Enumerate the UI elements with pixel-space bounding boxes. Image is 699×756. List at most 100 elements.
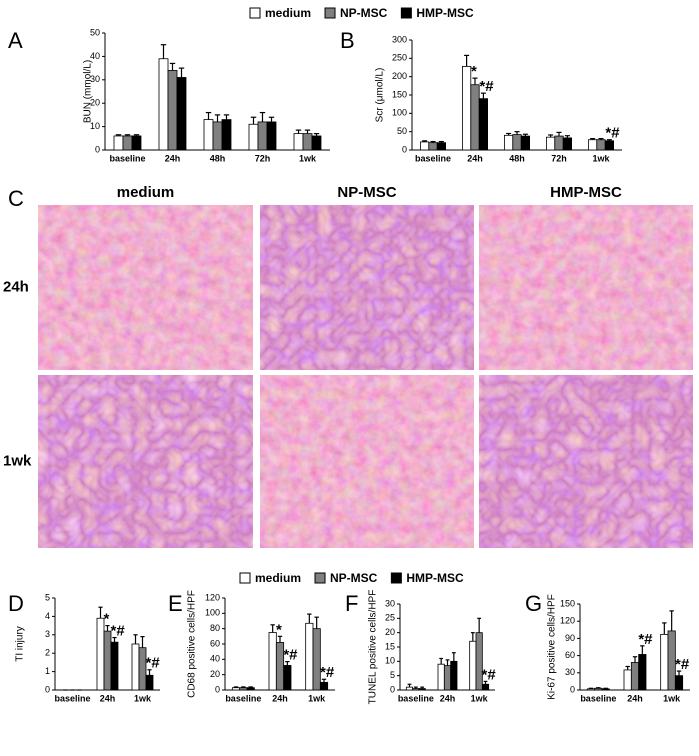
x-tick-label: 1wk (308, 693, 326, 703)
bar (131, 135, 142, 151)
bar (221, 119, 232, 151)
significance-mark: *# (146, 655, 161, 672)
panel-label: F (345, 591, 358, 616)
y-tick-label: 200 (392, 71, 407, 81)
bar (554, 135, 564, 151)
bar (623, 669, 632, 691)
y-tick-label: 150 (560, 598, 575, 608)
legend-label: HMP-MSC (406, 571, 464, 585)
significance-mark: *# (283, 647, 298, 664)
legend-swatch (400, 7, 412, 19)
bar (674, 675, 684, 691)
y-tick-label: 5 (45, 592, 50, 602)
x-tick-label: 1wk (592, 153, 610, 163)
y-tick-label: 0 (215, 684, 220, 694)
bar (266, 121, 277, 151)
y-tick-label: 120 (560, 616, 575, 626)
bar (503, 134, 514, 151)
bar (167, 70, 178, 151)
bar (103, 630, 112, 691)
x-tick-label: 24h (272, 693, 288, 703)
micrograph (38, 205, 253, 370)
x-tick-label: 24h (100, 693, 116, 703)
x-tick-label: 1wk (299, 153, 317, 163)
significance-mark: *# (482, 666, 497, 683)
significance-mark: * (276, 621, 282, 638)
row-label: 24h (3, 278, 29, 295)
x-tick-label: baseline (398, 693, 434, 703)
significance-mark: *# (111, 623, 126, 640)
bar (512, 134, 522, 151)
bar (138, 647, 147, 691)
y-tick-label: 30 (565, 667, 575, 677)
y-axis-title: TUNEL positive cells/HPF (368, 590, 379, 705)
significance-mark: * (471, 63, 477, 80)
micrograph (260, 375, 474, 548)
panel-label: C (8, 186, 24, 211)
bar (203, 119, 214, 151)
row-label: 1wk (3, 452, 32, 469)
x-tick-label: 1wk (663, 693, 681, 703)
x-tick-label: 48h (509, 153, 525, 163)
x-tick-label: 72h (551, 153, 567, 163)
x-tick-label: baseline (415, 153, 451, 163)
bar (437, 663, 445, 691)
y-tick-label: 0 (390, 684, 395, 694)
x-tick-label: baseline (109, 153, 145, 163)
x-tick-label: 48h (210, 153, 226, 163)
y-tick-label: 2 (45, 648, 50, 658)
bar (469, 640, 477, 691)
bar (520, 135, 531, 151)
y-tick-label: 1 (45, 666, 50, 676)
y-tick-label: 60 (210, 638, 220, 648)
bar (461, 66, 472, 151)
bar (546, 136, 556, 151)
bar (122, 135, 133, 151)
significance-mark: *# (675, 656, 690, 673)
y-tick-label: 20 (90, 98, 100, 108)
y-axis-title: BUN (mmol/L) (83, 60, 94, 123)
bar (630, 662, 640, 691)
y-tick-label: 0 (45, 684, 50, 694)
bar (638, 654, 647, 691)
y-axis-title: TI injury (15, 626, 26, 662)
legend-label: medium (265, 6, 311, 20)
significance-mark: *# (479, 78, 494, 95)
y-tick-label: 0 (570, 684, 575, 694)
micrograph (479, 375, 693, 548)
x-tick-label: baseline (580, 693, 616, 703)
y-tick-label: 20 (210, 669, 220, 679)
column-label: HMP-MSC (550, 184, 622, 201)
bar (212, 121, 223, 151)
y-axis-title: Ki-67 positive cells/HPF (547, 594, 558, 700)
y-tick-label: 0 (402, 144, 407, 154)
y-axis-title: CD68 positive cells/HPF (187, 590, 198, 698)
bar (412, 688, 420, 691)
x-tick-label: 24h (467, 153, 483, 163)
bar (110, 641, 119, 691)
bar (302, 133, 313, 151)
column-label: medium (117, 184, 175, 201)
bar (248, 123, 259, 151)
x-tick-label: 1wk (134, 693, 152, 703)
y-tick-label: 100 (392, 108, 407, 118)
bar (231, 687, 241, 691)
y-tick-label: 300 (392, 34, 407, 44)
bar (470, 84, 480, 151)
significance-mark: * (104, 611, 110, 628)
y-tick-label: 80 (210, 623, 220, 633)
panel-label: G (525, 591, 542, 616)
bar (145, 674, 154, 691)
bar (113, 135, 124, 151)
bar (246, 687, 255, 691)
bar (305, 622, 314, 691)
y-tick-label: 4 (45, 611, 50, 621)
bar (293, 133, 304, 151)
legend-label: NP-MSC (330, 571, 378, 585)
y-tick-label: 15 (385, 641, 395, 651)
legend-label: medium (255, 571, 301, 585)
y-tick-label: 250 (392, 53, 407, 63)
bar (283, 665, 292, 691)
